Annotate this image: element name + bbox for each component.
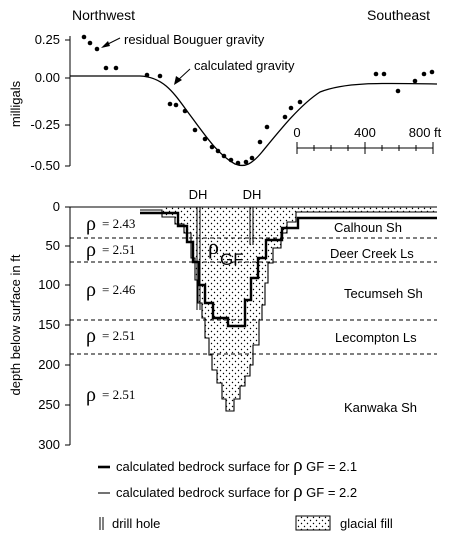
drill-hole-label: DH — [189, 187, 208, 202]
drill-holes — [196, 207, 254, 310]
cross-section-panel: DH DH 0 50 100 150 200 25 — [8, 187, 437, 452]
depth-tick-label: 250 — [38, 397, 60, 412]
formation-name: Tecumseh Sh — [344, 286, 423, 301]
legend-thick-line-label: calculated bedrock surface for ρ GF = 2.… — [116, 455, 357, 476]
rho-symbol: ρ — [86, 384, 96, 406]
calculated-gravity-label: calculated gravity — [194, 58, 295, 73]
formation-name: Lecompton Ls — [335, 330, 417, 345]
bedrock-surface-thick — [140, 211, 437, 328]
legend: calculated bedrock surface for ρ GF = 2.… — [98, 455, 393, 531]
glacial-fill — [162, 207, 435, 411]
scale-bar — [296, 142, 434, 154]
rho-symbol: ρ — [86, 279, 96, 301]
scale-bar-label: 400 — [354, 125, 376, 140]
northwest-label: Northwest — [72, 7, 135, 23]
rho-symbol: ρ — [86, 325, 96, 347]
drill-hole-label: DH — [243, 187, 262, 202]
gravity-y-ticks — [65, 39, 70, 167]
gravity-tick-label: 0.25 — [35, 32, 60, 47]
formation-names: Calhoun Sh Deer Creek Ls Tecumseh Sh Lec… — [330, 220, 423, 415]
glacial-fill-rho-subscript: GF — [220, 250, 244, 269]
residual-gravity-arrowhead — [101, 41, 110, 48]
density-value: = 2.51 — [102, 328, 135, 343]
bedrock-surface-thin — [140, 209, 437, 412]
density-value: = 2.43 — [102, 216, 135, 231]
gravity-tick-label: -0.25 — [30, 117, 60, 132]
formation-name: Kanwaka Sh — [344, 400, 417, 415]
depth-tick-label: 100 — [38, 277, 60, 292]
depth-tick-label: 0 — [53, 199, 60, 214]
scale-bar-label: 800 ft — [409, 125, 442, 140]
density-value: = 2.51 — [102, 387, 135, 402]
rho-symbol: ρ — [86, 239, 96, 261]
calculated-gravity-curve — [70, 75, 438, 167]
density-value: = 2.51 — [102, 242, 135, 257]
rho-symbol: ρ — [86, 213, 96, 235]
depth-tick-label: 300 — [38, 437, 60, 452]
legend-thin-line-label: calculated bedrock surface for ρ GF = 2.… — [116, 481, 357, 502]
glacial-fill-rho: ρ — [208, 234, 219, 259]
southeast-label: Southeast — [367, 7, 430, 23]
depth-axis-label: depth below surface in ft — [8, 254, 23, 395]
gravity-panel: Northwest Southeast 0.25 0.00 -0.25 -0.5… — [8, 7, 442, 173]
depth-tick-label: 200 — [38, 357, 60, 372]
gravity-y-axis-label: milligals — [8, 80, 23, 127]
depth-tick-label: 50 — [46, 238, 60, 253]
density-value: = 2.46 — [102, 282, 136, 297]
formation-name: Calhoun Sh — [334, 220, 402, 235]
formation-name: Deer Creek Ls — [330, 246, 414, 261]
scale-bar-label: 0 — [293, 125, 300, 140]
depth-tick-label: 150 — [38, 317, 60, 332]
legend-glacial-fill-label: glacial fill — [340, 516, 393, 531]
gravity-tick-label: -0.50 — [30, 158, 60, 173]
gravity-tick-label: 0.00 — [35, 70, 60, 85]
residual-gravity-label: residual Bouguer gravity — [124, 32, 265, 47]
calculated-gravity-arrowhead — [174, 76, 182, 85]
residual-gravity-points — [81, 34, 435, 166]
density-labels: ρ = 2.43 ρ = 2.51 ρ = 2.46 ρ = 2.51 ρ = … — [86, 213, 136, 406]
depth-ticks — [65, 206, 70, 446]
legend-drill-hole-label: drill hole — [112, 516, 160, 531]
legend-glacial-fill-swatch — [295, 515, 331, 531]
